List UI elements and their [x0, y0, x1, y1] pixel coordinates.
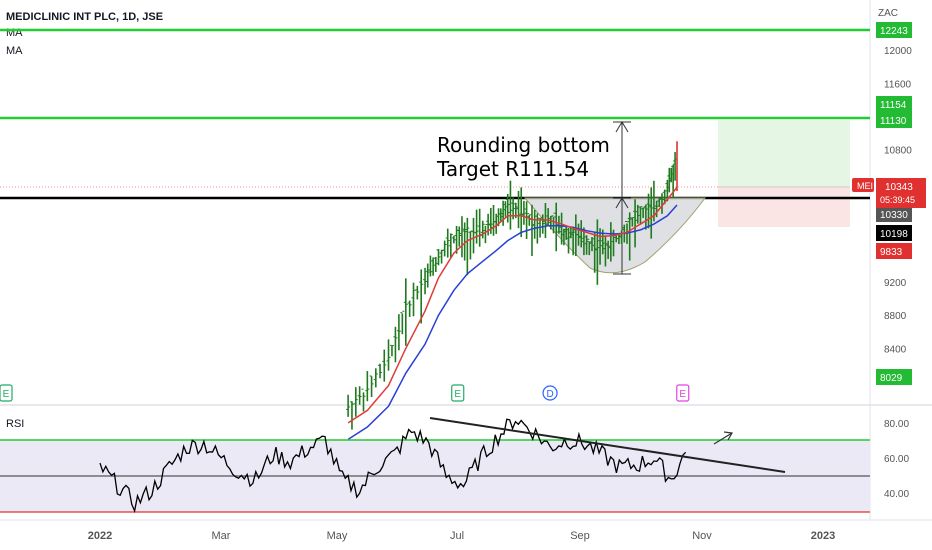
- time-tick: 2023: [811, 530, 835, 542]
- measure-arrow[interactable]: [613, 121, 631, 275]
- symbol-title: MEDICLINIC INT PLC, 1D, JSE: [6, 11, 163, 23]
- time-tick: Mar: [212, 530, 231, 542]
- price-tag-bg: [876, 112, 912, 128]
- rsi-tick-80: 80.00: [884, 419, 909, 430]
- price-tag: 11130: [880, 116, 907, 127]
- price-tag: 10198: [880, 229, 908, 240]
- stop-zone: [718, 187, 850, 227]
- rsi-line: [99, 418, 687, 514]
- rsi-tick-60: 60.00: [884, 454, 909, 465]
- time-axis: 2022 Mar May Jul Sep Nov 2023: [88, 530, 835, 542]
- countdown-timer: 05:39:45: [880, 195, 915, 205]
- earnings-marker[interactable]: [0, 384, 13, 402]
- annotation-line-1: Rounding bottom: [437, 133, 610, 157]
- price-tag-bg: [876, 243, 912, 259]
- price-tag: 12243: [880, 26, 908, 37]
- price-tick: 12000: [884, 46, 912, 57]
- rsi-up-arrow[interactable]: [713, 431, 733, 445]
- rsi-tick-40: 40.00: [884, 489, 909, 500]
- price-tick: 8800: [884, 311, 907, 322]
- time-tick: Sep: [570, 530, 590, 542]
- price-tick: 11600: [884, 79, 912, 90]
- rsi-label[interactable]: RSI: [6, 418, 24, 430]
- indicator-ma-2[interactable]: MA: [6, 45, 23, 57]
- price-tag: 8029: [880, 373, 903, 384]
- price-bars: [346, 141, 678, 430]
- earnings-marker[interactable]: [676, 384, 690, 402]
- event-marker-label: E: [3, 389, 10, 400]
- price-tag-bg: [876, 369, 912, 385]
- event-marker-label: E: [454, 389, 461, 400]
- last-price-tag[interactable]: MEI 10343 05:39:45: [852, 178, 926, 208]
- price-axis-ticks: 12000 11600 10800 9200 8800 8400: [884, 46, 912, 355]
- time-tick: Jul: [450, 530, 464, 542]
- time-tick: 2022: [88, 530, 112, 542]
- price-tick: 8400: [884, 344, 907, 355]
- price-tag-bg: [876, 225, 912, 241]
- last-price-value: 10343: [885, 182, 913, 193]
- price-axis-tags: 12243 11154 11130 10330 10198 9833 8029: [876, 22, 912, 385]
- rsi-trendline[interactable]: [429, 417, 786, 473]
- time-tick: May: [327, 530, 348, 542]
- dividend-marker[interactable]: [542, 385, 558, 401]
- price-tag: 11154: [880, 100, 907, 111]
- price-tag-bg: [876, 96, 912, 112]
- time-tick: Nov: [692, 530, 712, 542]
- price-tag: 9833: [880, 247, 903, 258]
- target-zone: [718, 120, 850, 187]
- earnings-marker[interactable]: [451, 384, 465, 402]
- price-tag-bg: [876, 206, 912, 222]
- ma-slow-line: [347, 204, 678, 441]
- event-marker-label: E: [679, 389, 686, 400]
- price-tag: 10330: [880, 210, 908, 221]
- event-marker-label: D: [546, 389, 553, 400]
- price-tick: 9200: [884, 278, 907, 289]
- ticker-label: MEI: [857, 181, 873, 191]
- ma-fast-line: [347, 186, 678, 424]
- annotation-line-2: Target R111.54: [436, 157, 589, 181]
- price-tick: 10800: [884, 146, 912, 157]
- price-tag-bg: [876, 22, 912, 38]
- currency-label: ZAC: [878, 8, 898, 19]
